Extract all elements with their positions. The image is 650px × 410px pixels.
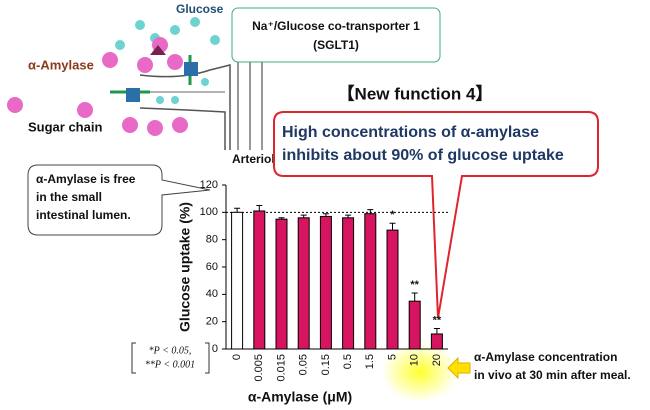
y-tick-label: 40 [206,288,218,300]
y-tick-label: 120 [200,179,218,191]
significance: * [390,209,395,221]
label-box [231,7,441,63]
x-tick-label: 0.5 [342,354,354,369]
diagram-label: Sugar chain [28,119,102,134]
error-bar [322,213,329,217]
error-bar [367,209,374,214]
bar [231,211,244,350]
significance: ** [433,314,442,326]
x-tick-label: 0.015 [275,354,287,382]
y-tick-label: 100 [200,206,218,218]
note-text: α-Amylase is free [36,172,136,186]
x-axis-label: α-Amylase (μM) [248,389,352,405]
x-tick-label: 5 [386,354,398,360]
error-bar [411,292,418,302]
y-tick-label: 0 [212,343,218,355]
bar [364,213,377,350]
x-tick-label: 0.05 [298,354,310,375]
callout-box [273,111,599,319]
x-tick-label: 0.15 [320,354,332,375]
bar [253,210,266,350]
callout-text: High concentrations of α-amylase [282,124,539,141]
callout-text: inhibits about 90% of glucose uptake [282,147,564,164]
y-tick-label: 80 [206,234,218,246]
error-bar [389,222,396,231]
highlight-glow [382,342,458,402]
bar [297,217,310,350]
error-bar [256,205,263,211]
bar [408,300,421,350]
p-value: *P < 0.05, [149,345,192,356]
note-text: in the small [36,190,102,204]
x-tick-label: 0 [231,354,243,360]
error-bar [433,328,440,334]
diagram-label: (SGLT1) [313,38,359,52]
bracket [131,342,210,374]
bar [319,215,332,350]
p-value: **P < 0.001 [145,359,195,370]
error-bar [300,214,307,218]
x-tick-label: 1.5 [364,354,376,369]
highlight-text: in vivo at 30 min after meal. [474,368,631,382]
error-bar [278,217,285,220]
y-tick-label: 20 [206,316,218,328]
note-text: intestinal lumen. [36,208,131,222]
x-tick-label: 10 [409,354,421,366]
diagram-label: Na⁺/Glucose co-transporter 1 [252,19,420,33]
significance: ** [410,279,419,291]
x-tick-label: 20 [431,354,443,366]
diagram-label: Arteriole [232,152,282,166]
diagram-decor [7,17,220,136]
highlight-text: α-Amylase concentration [474,350,617,364]
note-box [27,164,211,236]
bar [275,218,288,350]
bar [342,217,355,350]
diagram-label: Glucose [176,2,224,16]
y-axis-label: Glucose uptake (%) [177,202,193,332]
error-bar [345,214,352,218]
bar [386,229,399,350]
y-tick-label: 60 [206,261,218,273]
error-bar [234,207,241,213]
diagram-label: α-Amylase [28,57,94,72]
x-tick-label: 0.005 [253,354,265,382]
bar [430,333,443,350]
arrow [447,356,471,380]
heading: 【New function 4】 [338,83,493,103]
